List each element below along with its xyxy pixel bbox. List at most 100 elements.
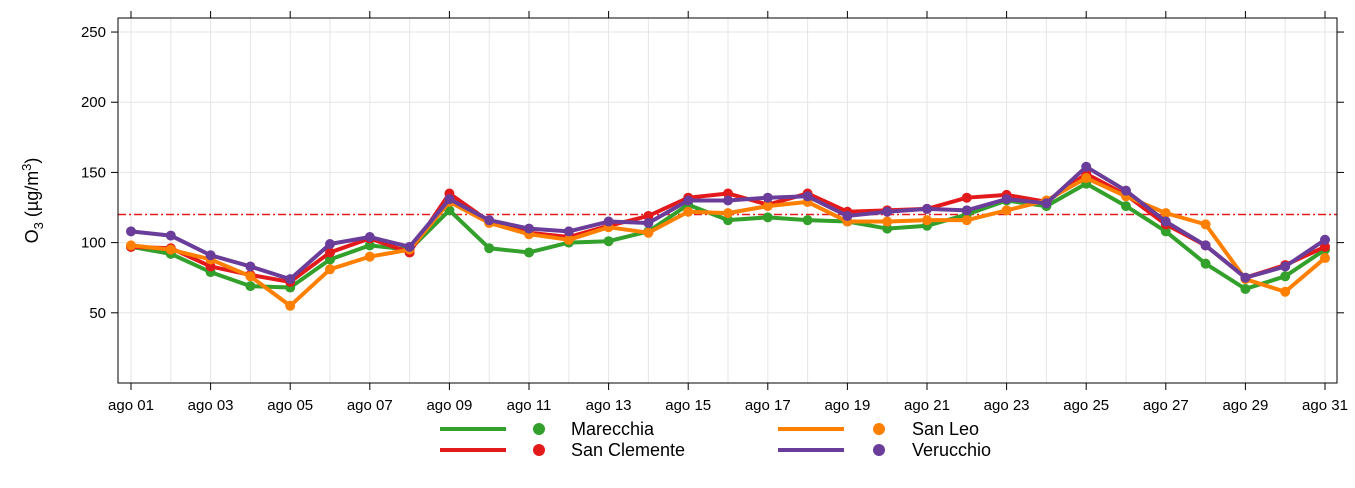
data-point-verucchio xyxy=(882,206,893,217)
data-point-marecchia xyxy=(245,281,256,292)
data-point-marecchia xyxy=(1160,226,1171,237)
data-point-verucchio xyxy=(802,191,813,202)
data-point-san-clemente xyxy=(325,247,335,258)
data-point-marecchia xyxy=(1121,201,1131,212)
y-axis-label-unit-sup: 3 xyxy=(19,164,34,171)
data-point-san-leo xyxy=(325,264,335,275)
x-tick-label: ago 15 xyxy=(665,397,711,414)
x-tick-label: ago 27 xyxy=(1143,397,1189,414)
data-point-verucchio xyxy=(1041,198,1052,209)
data-point-verucchio xyxy=(723,195,733,206)
y-axis-label: O3 (µg/m3) xyxy=(19,158,46,244)
legend-item-san-leo: San Leo xyxy=(778,419,979,439)
x-tick-label: ago 01 xyxy=(108,397,154,414)
data-point-marecchia xyxy=(524,247,534,258)
data-point-marecchia xyxy=(325,254,335,265)
data-point-san-leo xyxy=(1320,253,1330,264)
data-point-verucchio xyxy=(245,261,256,272)
data-point-san-leo xyxy=(285,300,296,311)
data-point-verucchio xyxy=(1160,216,1171,227)
data-point-verucchio xyxy=(1081,161,1092,172)
data-point-san-leo xyxy=(1200,219,1211,230)
y-tick-label: 150 xyxy=(81,164,106,181)
data-point-san-leo xyxy=(1160,208,1171,219)
data-point-san-leo xyxy=(762,201,773,212)
data-point-verucchio xyxy=(484,215,495,226)
series-verucchio xyxy=(126,161,1330,285)
data-point-san-clemente xyxy=(1320,241,1330,252)
data-point-san-leo xyxy=(1280,286,1291,297)
data-point-san-clemente xyxy=(643,210,654,221)
legend-marker-marecchia xyxy=(533,423,545,435)
data-point-marecchia xyxy=(1240,283,1251,294)
data-point-marecchia xyxy=(882,223,893,234)
legend-label-san-clemente: San Clemente xyxy=(571,440,685,460)
y-axis-label-sub: 3 xyxy=(31,222,46,229)
data-point-san-leo xyxy=(1081,173,1092,184)
data-point-verucchio xyxy=(165,230,176,241)
x-tick-label: ago 09 xyxy=(426,397,472,414)
legend-label-marecchia: Marecchia xyxy=(571,419,655,439)
data-point-san-leo xyxy=(165,244,176,255)
plot-frame xyxy=(117,17,1338,384)
legend-item-marecchia: Marecchia xyxy=(440,419,655,439)
data-point-verucchio xyxy=(762,192,773,203)
series-san-leo xyxy=(126,173,1330,311)
data-point-verucchio xyxy=(126,226,136,237)
data-point-san-leo xyxy=(1001,205,1012,216)
data-point-verucchio xyxy=(364,232,375,242)
data-point-marecchia xyxy=(1200,258,1211,269)
data-point-verucchio xyxy=(1001,194,1012,205)
data-point-san-leo xyxy=(563,234,574,245)
y-axis-label-unit: (µg/m xyxy=(22,171,42,222)
data-point-san-clemente xyxy=(205,261,216,272)
y-axis-label-base: O xyxy=(22,229,42,243)
data-point-san-leo xyxy=(126,240,136,251)
data-point-san-leo xyxy=(922,215,932,226)
x-tick-label: ago 21 xyxy=(904,397,950,414)
x-tick-label: ago 19 xyxy=(824,397,870,414)
data-point-verucchio xyxy=(524,223,534,234)
data-point-verucchio xyxy=(683,195,694,206)
y-tick-label: 200 xyxy=(81,94,106,111)
legend-marker-verucchio xyxy=(873,444,885,456)
y-tick-label: 50 xyxy=(89,305,106,322)
data-point-verucchio xyxy=(1320,234,1330,245)
x-tick-label: ago 07 xyxy=(347,397,393,414)
data-point-verucchio xyxy=(922,203,932,214)
data-point-verucchio xyxy=(285,274,296,285)
data-point-san-leo xyxy=(364,251,375,262)
x-tick-label: ago 05 xyxy=(267,397,313,414)
data-point-san-leo xyxy=(643,227,654,238)
x-tick-label: ago 13 xyxy=(586,397,632,414)
y-axis-label-unit-close: ) xyxy=(22,158,42,164)
data-point-verucchio xyxy=(444,194,455,205)
data-point-san-leo xyxy=(245,271,256,282)
x-tick-label: ago 25 xyxy=(1063,397,1109,414)
legend-item-san-clemente: San Clemente xyxy=(440,440,685,460)
data-point-verucchio xyxy=(842,210,853,221)
data-point-san-clemente xyxy=(723,188,733,199)
data-point-verucchio xyxy=(563,226,574,237)
x-tick-label: ago 11 xyxy=(507,397,552,414)
legend-item-verucchio: Verucchio xyxy=(778,440,991,460)
data-point-verucchio xyxy=(1200,240,1211,251)
data-point-san-clemente xyxy=(961,192,972,203)
x-tick-label: ago 31 xyxy=(1302,397,1348,414)
legend-marker-san-clemente xyxy=(533,444,545,456)
data-point-verucchio xyxy=(325,239,335,250)
legend-label-verucchio: Verucchio xyxy=(912,440,991,460)
data-point-san-leo xyxy=(683,206,694,217)
x-tick-label: ago 29 xyxy=(1222,397,1268,414)
data-point-san-leo xyxy=(723,208,733,219)
data-point-marecchia xyxy=(484,243,495,254)
data-point-verucchio xyxy=(1240,272,1251,283)
data-point-marecchia xyxy=(723,215,733,226)
y-tick-label: 100 xyxy=(81,235,106,252)
x-tick-label: ago 03 xyxy=(188,397,234,414)
legend-marker-san-leo xyxy=(873,423,885,435)
data-point-verucchio xyxy=(603,216,614,227)
axes: ago 01 ago 03 ago 05 ago 07 ago 09 ago 11 ago … xyxy=(81,11,1348,414)
